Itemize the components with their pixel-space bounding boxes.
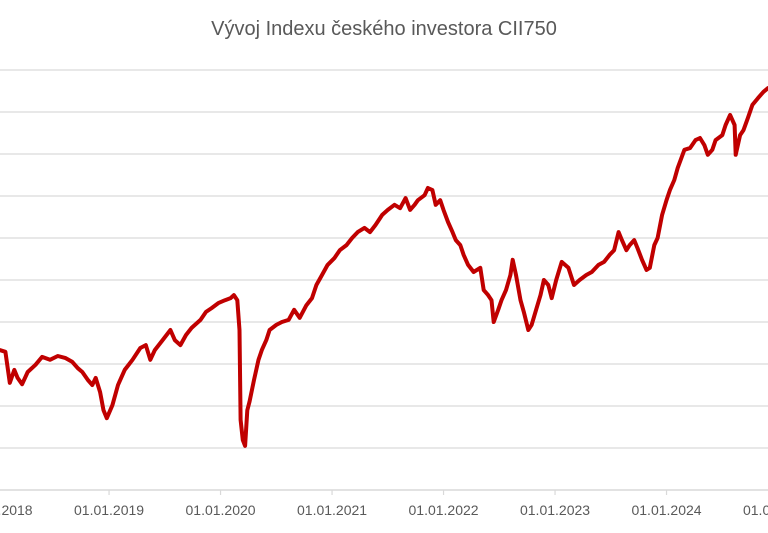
series-line-cii750 — [0, 86, 768, 448]
x-axis: 01.01.2018 01.01.2019 01.01.2020 01.01.2021… — [0, 489, 768, 518]
gridlines — [0, 69, 768, 449]
x-tick-label: 01.01.2021 — [297, 502, 367, 518]
plot-area — [0, 86, 768, 448]
chart-title: Vývoj Indexu českého investora CII750 — [211, 18, 557, 40]
x-tick-label: 01.01.2019 — [74, 502, 144, 518]
x-tick-label: 01.01.2024 — [631, 502, 701, 518]
x-tick-label: 01.01.2018 — [0, 502, 33, 518]
x-tick-label: 01.01.2022 — [409, 502, 479, 518]
x-tick-label: 01.01.2025 — [743, 502, 768, 518]
x-tick-label: 01.01.2023 — [520, 502, 590, 518]
x-tick-label: 01.01.2020 — [186, 502, 256, 518]
